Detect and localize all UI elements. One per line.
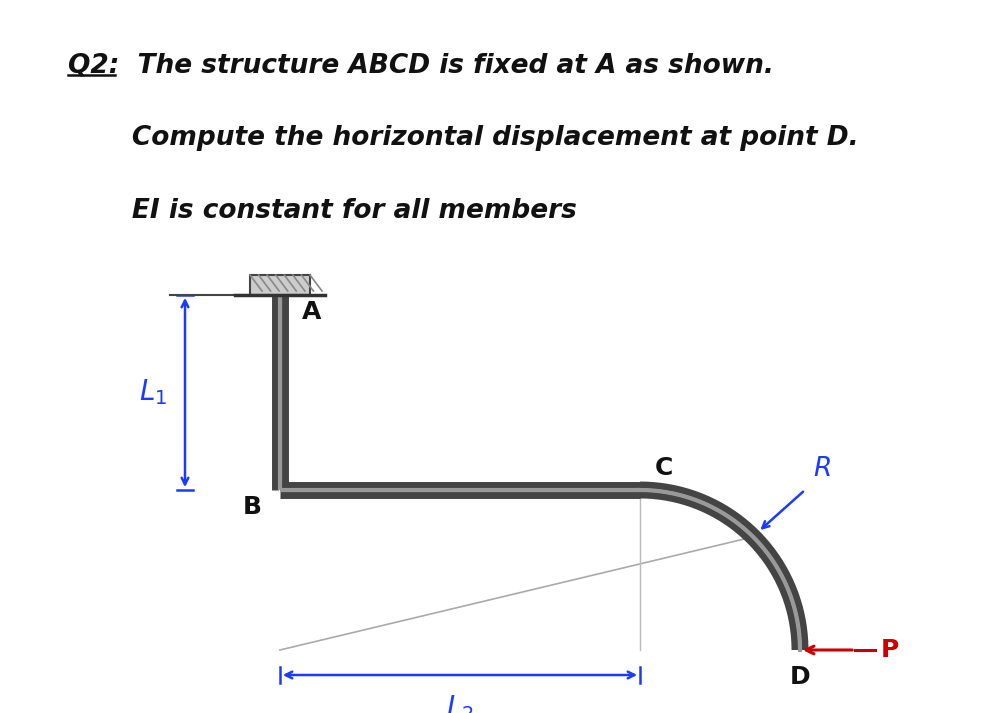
Text: $R$: $R$ — [813, 456, 831, 482]
Text: Q2:  The structure ABCD is fixed at A as shown.: Q2: The structure ABCD is fixed at A as … — [68, 52, 774, 78]
Text: P: P — [881, 638, 899, 662]
Text: Compute the horizontal displacement at point D.: Compute the horizontal displacement at p… — [68, 125, 859, 151]
Text: EI is constant for all members: EI is constant for all members — [68, 198, 576, 224]
Text: $L_2$: $L_2$ — [446, 693, 474, 713]
Bar — [250, 275, 310, 295]
Text: D: D — [790, 665, 810, 689]
Text: $L_1$: $L_1$ — [139, 378, 167, 407]
Text: C: C — [655, 456, 673, 480]
Text: B: B — [243, 495, 262, 519]
Text: A: A — [302, 300, 321, 324]
